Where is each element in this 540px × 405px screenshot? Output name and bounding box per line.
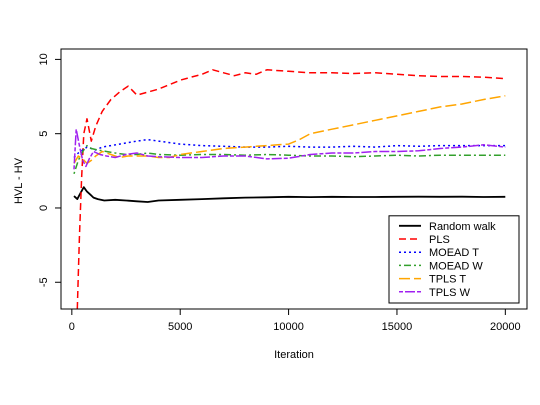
x-axis: 0 5000 10000 15000 20000	[69, 309, 521, 333]
series-line-moead-t	[73, 138, 506, 159]
legend-label: MOEAD W	[429, 260, 483, 272]
x-tick-label: 10000	[273, 321, 304, 333]
x-tick-label: 0	[69, 321, 75, 333]
series-layer	[73, 69, 506, 309]
legend-label: PLS	[429, 234, 450, 246]
x-tick-label: 20000	[490, 321, 521, 333]
legend-label: MOEAD T	[429, 247, 479, 259]
plot-frame	[60, 48, 528, 310]
legend-box	[388, 215, 520, 304]
x-axis-title: Iteration	[274, 349, 314, 361]
y-tick-label: 10	[38, 53, 50, 65]
series-line-tpls-w	[73, 128, 506, 170]
series-line-pls	[76, 69, 506, 309]
y-tick-label: -5	[38, 277, 50, 287]
y-axis-title: HVL - HV	[13, 157, 25, 204]
y-axis: -5 0 5 10	[38, 53, 61, 287]
y-tick-label: 5	[38, 131, 50, 137]
series-line-moead-w	[73, 144, 506, 175]
x-tick-label: 15000	[382, 321, 413, 333]
legend-label: Random walk	[429, 221, 496, 233]
series-line-tpls-t	[73, 95, 506, 165]
y-tick-label: 0	[38, 205, 50, 211]
legend-label: TPLS T	[429, 274, 466, 286]
legend-label: TPLS W	[429, 287, 471, 299]
series-line-random-walk	[73, 186, 506, 203]
x-tick-label: 5000	[168, 321, 192, 333]
